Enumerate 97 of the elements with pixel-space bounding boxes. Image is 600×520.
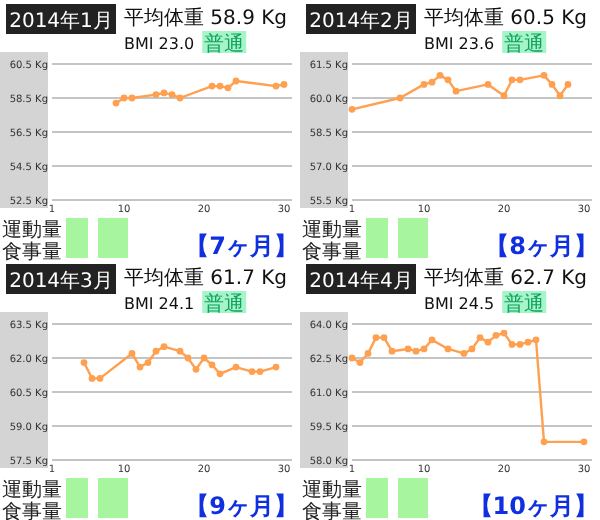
- point: [208, 361, 216, 369]
- point: [532, 336, 540, 344]
- point: [128, 350, 136, 357]
- text: 運動量: [2, 218, 62, 242]
- point: [224, 84, 232, 92]
- point: [144, 359, 152, 366]
- chart-title: 2014年4月: [309, 269, 413, 293]
- point: [152, 91, 160, 98]
- point: [548, 81, 556, 88]
- point: [428, 336, 436, 344]
- point: [256, 368, 264, 375]
- point: [492, 331, 500, 339]
- point: [152, 347, 160, 355]
- text: 【10ヶ月】: [468, 492, 598, 520]
- point: [500, 92, 508, 100]
- point: [280, 81, 288, 88]
- point: [232, 77, 240, 85]
- point: [388, 347, 396, 355]
- point: [420, 81, 428, 88]
- point: [96, 375, 104, 382]
- point: [540, 71, 548, 79]
- point: [216, 370, 224, 378]
- text: 運動量: [2, 478, 62, 502]
- point: [412, 347, 420, 355]
- text: 【8ヶ月】: [485, 232, 598, 260]
- text: 運動量: [302, 478, 362, 502]
- chart-title: 2014年3月: [9, 269, 113, 293]
- point: [524, 338, 532, 346]
- point: [428, 78, 436, 86]
- point: [208, 82, 216, 90]
- point: [200, 354, 208, 362]
- text: 普通: [204, 32, 245, 56]
- point: [232, 363, 240, 371]
- point: [192, 365, 200, 373]
- point: [160, 343, 168, 351]
- text: 普通: [204, 292, 245, 316]
- point: [356, 359, 364, 366]
- text: 平均体重 61.7 Kg: [124, 266, 288, 290]
- point: [516, 341, 524, 348]
- point: [348, 105, 356, 113]
- chart-title: 2014年2月: [309, 9, 413, 33]
- point: [404, 345, 412, 353]
- point: [436, 71, 444, 79]
- point: [176, 347, 184, 355]
- point: [468, 345, 476, 353]
- text: 平均体重 62.7 Kg: [424, 266, 588, 290]
- text: 運動量: [302, 218, 362, 242]
- text: 平均体重 60.5 Kg: [424, 6, 588, 30]
- text: BMI 23.6: [424, 35, 495, 53]
- point: [516, 76, 524, 84]
- text: 食事量: [2, 500, 62, 520]
- point: [80, 359, 88, 366]
- text: BMI 23.0: [124, 35, 195, 53]
- text: 【9ヶ月】: [185, 492, 298, 520]
- text: 普通: [504, 32, 545, 56]
- point: [176, 94, 184, 102]
- point: [484, 338, 492, 346]
- point: [248, 368, 256, 375]
- point: [168, 91, 176, 98]
- text: 平均体重 58.9 Kg: [124, 6, 288, 30]
- point: [216, 82, 224, 90]
- point: [508, 341, 516, 348]
- point: [396, 94, 404, 102]
- point: [272, 363, 280, 371]
- point: [120, 94, 128, 102]
- text: 食事量: [302, 240, 362, 264]
- text: 【7ヶ月】: [185, 232, 298, 260]
- point: [500, 329, 508, 337]
- text: 普通: [504, 292, 545, 316]
- chart-title: 2014年1月: [9, 9, 113, 33]
- point: [540, 438, 548, 446]
- point: [484, 81, 492, 88]
- point: [580, 438, 588, 446]
- point: [112, 99, 120, 107]
- point: [380, 334, 388, 341]
- point: [128, 94, 136, 102]
- point: [364, 350, 372, 357]
- text: 食事量: [2, 240, 62, 264]
- point: [444, 76, 452, 84]
- point: [348, 354, 356, 362]
- point: [160, 89, 168, 97]
- text: 食事量: [302, 500, 362, 520]
- point: [452, 87, 460, 95]
- point: [460, 350, 468, 357]
- point: [136, 363, 144, 371]
- point: [184, 354, 192, 362]
- point: [556, 92, 564, 100]
- text: BMI 24.1: [124, 295, 195, 313]
- point: [272, 82, 280, 90]
- point: [420, 345, 428, 353]
- text: BMI 24.5: [424, 295, 495, 313]
- point: [444, 345, 452, 353]
- point: [372, 334, 380, 341]
- point: [564, 81, 572, 88]
- point: [88, 375, 96, 382]
- point: [476, 334, 484, 341]
- point: [508, 76, 516, 84]
